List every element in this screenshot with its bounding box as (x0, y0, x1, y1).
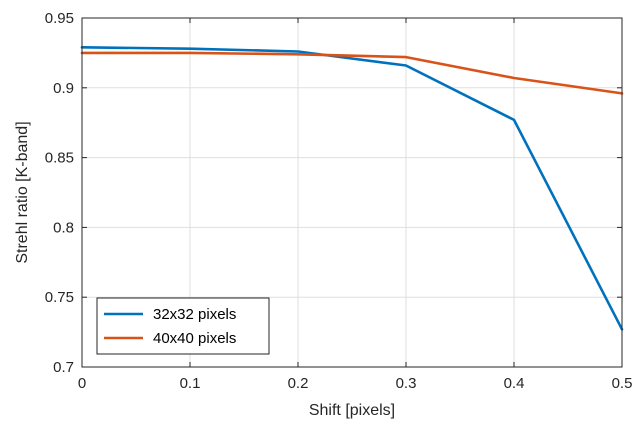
y-tick-label: 0.7 (53, 359, 74, 376)
x-tick-label: 0.2 (288, 375, 309, 392)
legend: 32x32 pixels 40x40 pixels (96, 297, 270, 355)
y-tick-label: 0.95 (45, 10, 74, 27)
y-tick-label: 0.9 (53, 80, 74, 97)
axis-ticks: 0 0.1 0.2 0.3 0.4 0.5 0.7 0.75 0.8 0.85 0.9 0.95 (45, 10, 633, 392)
y-tick-label: 0.8 (53, 219, 74, 236)
legend-label-1: 32x32 pixels (153, 306, 236, 323)
series-line-2 (80, 51, 624, 95)
plot-frame (81, 17, 623, 368)
x-tick-label: 0.4 (504, 375, 525, 392)
y-tick-label: 0.85 (45, 150, 74, 167)
x-tick-label: 0 (78, 375, 86, 392)
y-tick-label: 0.75 (45, 289, 74, 306)
x-tick-label: 0.3 (396, 375, 417, 392)
x-tick-label: 0.1 (180, 375, 201, 392)
y-axis-label: Strehl ratio [K-band] (14, 121, 31, 263)
series-layer (80, 45, 624, 331)
legend-label-2: 40x40 pixels (153, 330, 236, 347)
x-tick-label: 0.5 (612, 375, 633, 392)
legend-box (96, 297, 270, 355)
x-axis-label: Shift [pixels] (309, 402, 395, 419)
series-line-1 (80, 45, 624, 331)
